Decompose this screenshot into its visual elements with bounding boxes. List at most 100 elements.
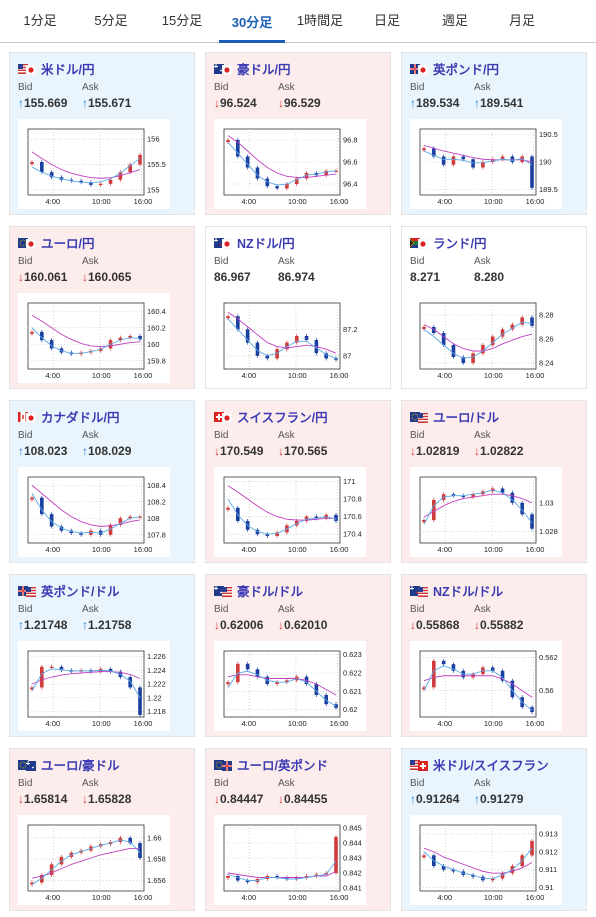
candle-body	[481, 162, 485, 168]
bid-label: Bid	[18, 430, 33, 441]
rate-card[interactable]: スイスフラン/円 Bid Ask ↓170.549 ↓170.565 171 170.8 17…	[205, 400, 391, 563]
tab-6[interactable]: 週足	[441, 13, 468, 28]
rate-card[interactable]: ユーロ/英ポンド Bid Ask ↓0.84447 ↓0.84455 0.845 0.844…	[205, 748, 391, 911]
rate-card[interactable]: 米ドル/円 Bid Ask ↑155.669 ↑155.671 156 155.5 155 4:…	[9, 52, 195, 215]
price-chart[interactable]: 156 155.5 155 4:00 10:00 16:00	[18, 119, 170, 209]
moving-average-short	[31, 493, 141, 534]
candlestick-chart: 0.913 0.912 0.911 0.91 4:00 10:00 16:00	[419, 824, 558, 902]
moving-average-short	[31, 158, 141, 184]
pair-title[interactable]: ユーロ/豪ドル	[18, 755, 119, 773]
price-chart[interactable]: 171 170.8 170.6 170.4 4:00 10:00 16:00	[214, 467, 366, 557]
y-tick-label: 189.5	[539, 185, 558, 194]
pair-title[interactable]: スイスフラン/円	[214, 407, 328, 425]
rate-card[interactable]: ユーロ/ドル Bid Ask ↓1.02819 ↓1.02822 1.03 1.028 4:0…	[401, 400, 587, 563]
candle-body	[128, 677, 132, 688]
x-tick-label: 4:00	[46, 197, 61, 206]
x-tick-label: 10:00	[92, 371, 111, 380]
pair-title[interactable]: ユーロ/ドル	[410, 407, 499, 425]
rate-card[interactable]: 英ポンド/円 Bid Ask ↑189.534 ↑189.541 190.5 190 189.…	[401, 52, 587, 215]
bid-direction-icon: ↓	[410, 618, 416, 632]
price-chart[interactable]: 1.03 1.028 4:00 10:00 16:00	[410, 467, 562, 557]
candlestick-chart: 0.845 0.844 0.843 0.842 0.841 4:00 10:00 16:00	[223, 824, 362, 902]
timeframe-tabs: 1分足 5分足 15分足 30分足 1時間足 日足 週足 月足	[0, 0, 596, 43]
rate-card[interactable]: NZドル/円 Bid Ask 86.967 86.974 87.2 87 4:00 10:00 1…	[205, 226, 391, 389]
tab-4[interactable]: 1時間足	[296, 13, 344, 28]
rate-card[interactable]: ランド/円 Bid Ask 8.271 8.280 8.28 8.26 8.24 4:00 10:…	[401, 226, 587, 389]
y-tick-label: 170.8	[343, 495, 362, 504]
ask-direction-icon: ↑	[82, 96, 88, 110]
price-chart[interactable]: 108.4 108.2 108 107.8 4:00 10:00 16:00	[18, 467, 170, 557]
price-chart[interactable]: 190.5 190 189.5 4:00 10:00 16:00	[410, 119, 562, 209]
x-tick-label: 16:00	[134, 545, 153, 554]
pair-title[interactable]: 豪ドル/円	[214, 59, 290, 77]
price-chart[interactable]: 8.28 8.26 8.24 4:00 10:00 16:00	[410, 293, 562, 383]
pair-title[interactable]: 英ポンド/ドル	[18, 581, 119, 599]
candle-body	[79, 180, 83, 183]
candle-body	[481, 345, 485, 354]
ask-label: Ask	[82, 82, 99, 93]
y-tick-label: 160.2	[147, 323, 166, 332]
pair-title[interactable]: ユーロ/英ポンド	[214, 755, 328, 773]
candle-body	[461, 156, 466, 160]
tab-1[interactable]: 5分足	[94, 13, 128, 28]
rate-card[interactable]: ユーロ/円 Bid Ask ↓160.061 ↓160.065 160.4 160.2 160…	[9, 226, 195, 389]
rate-card[interactable]: 豪ドル/円 Bid Ask ↓96.524 ↓96.529 96.8 96.6 96.4 4:0…	[205, 52, 391, 215]
price-chart[interactable]: 0.845 0.844 0.843 0.842 0.841 4:00 10:00 16:00	[214, 815, 366, 905]
tab-7[interactable]: 月足	[508, 13, 535, 28]
pair-title[interactable]: ユーロ/円	[18, 233, 94, 251]
tab-3[interactable]: 30分足	[219, 0, 285, 43]
pair-title[interactable]: ランド/円	[410, 233, 486, 251]
price-chart[interactable]: 0.623 0.622 0.621 0.62 4:00 10:00 16:00	[214, 641, 366, 731]
rate-card[interactable]: 英ポンド/ドル Bid Ask ↑1.21748 ↑1.21758 1.226 1.224 1…	[9, 574, 195, 737]
pair-title[interactable]: NZドル/円	[214, 233, 295, 251]
rate-card[interactable]: ユーロ/豪ドル Bid Ask ↓1.65814 ↓1.65828 1.66 1.658 1.…	[9, 748, 195, 911]
pair-title[interactable]: 英ポンド/円	[410, 59, 499, 77]
rate-card[interactable]: カナダドル/円 Bid Ask ↑108.023 ↑108.029 108.4 108.2 1…	[9, 400, 195, 563]
candle-body	[324, 170, 328, 176]
currency-flag-icon	[18, 64, 36, 75]
tab-0[interactable]: 1分足	[23, 13, 57, 28]
candle-body	[324, 353, 328, 359]
ask-direction-icon: ↑	[474, 792, 480, 806]
pair-title[interactable]: NZドル/ドル	[410, 581, 503, 599]
plot-frame	[223, 302, 341, 370]
price-chart[interactable]: 0.913 0.912 0.911 0.91 4:00 10:00 16:00	[410, 815, 562, 905]
candle-body	[451, 664, 456, 671]
moving-average-long	[423, 847, 533, 874]
pair-name: ユーロ/英ポンド	[237, 759, 328, 773]
tab-2[interactable]: 15分足	[161, 13, 203, 28]
candle-body	[49, 340, 54, 349]
y-tick-label: 0.913	[539, 829, 558, 838]
rate-card[interactable]: 米ドル/スイスフラン Bid Ask ↑0.91264 ↑0.91279 0.913 0.9…	[401, 748, 587, 911]
candle-body	[40, 666, 44, 688]
pair-title[interactable]: カナダドル/円	[18, 407, 119, 425]
price-chart[interactable]: 160.4 160.2 160 159.8 4:00 10:00 16:00	[18, 293, 170, 383]
ask-label: Ask	[278, 604, 295, 615]
currency-flag-icon	[18, 412, 36, 423]
price-chart[interactable]: 1.66 1.658 1.656 4:00 10:00 16:00	[18, 815, 170, 905]
plot-frame	[223, 650, 341, 718]
currency-flag-icon	[410, 586, 428, 597]
ask-value: ↓0.62010	[278, 618, 327, 632]
bid-price: 0.62006	[220, 618, 264, 632]
ask-price: 8.280	[474, 270, 505, 284]
x-tick-label: 10:00	[484, 893, 503, 902]
moving-average-short	[31, 839, 141, 885]
price-chart[interactable]: 96.8 96.6 96.4 4:00 10:00 16:00	[214, 119, 366, 209]
rate-card[interactable]: NZドル/ドル Bid Ask ↓0.55868 ↓0.55882 0.562 0.56 4:…	[401, 574, 587, 737]
pair-title[interactable]: 米ドル/円	[18, 59, 94, 77]
y-tick-label: 0.623	[343, 650, 362, 659]
candle-body	[451, 869, 456, 872]
candle-body	[422, 855, 426, 858]
x-tick-label: 10:00	[288, 719, 307, 728]
pair-title[interactable]: 豪ドル/ドル	[214, 581, 303, 599]
price-chart[interactable]: 0.562 0.56 4:00 10:00 16:00	[410, 641, 562, 731]
bid-value: ↑0.91264	[410, 792, 459, 806]
bid-price: 96.524	[220, 96, 257, 110]
bid-value: ↑1.21748	[18, 618, 67, 632]
price-chart[interactable]: 87.2 87 4:00 10:00 16:00	[214, 293, 366, 383]
tab-5[interactable]: 日足	[373, 13, 400, 28]
price-chart[interactable]: 1.226 1.224 1.222 1.22 1.218 4:00 10:00 16:00	[18, 641, 170, 731]
pair-title[interactable]: 米ドル/スイスフラン	[410, 755, 549, 773]
rate-card[interactable]: 豪ドル/ドル Bid Ask ↓0.62006 ↓0.62010 0.623 0.622 0.…	[205, 574, 391, 737]
